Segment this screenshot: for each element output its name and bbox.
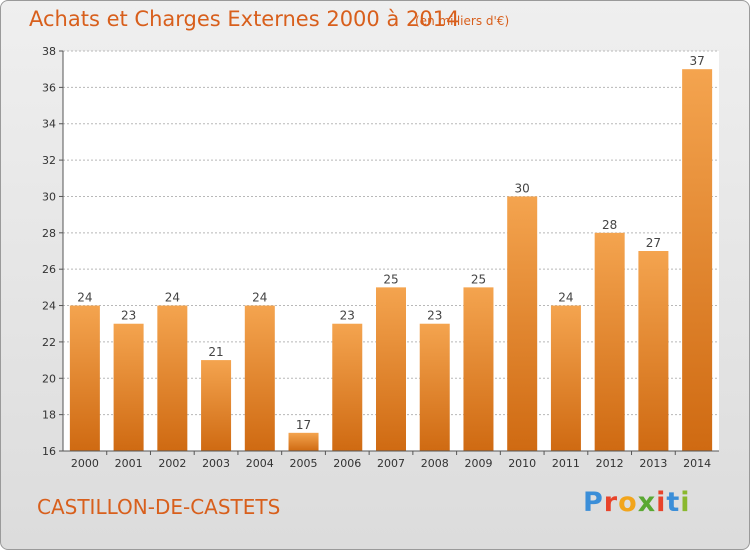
chart-subtitle: (en milliers d'€) (415, 14, 510, 28)
data-label: 23 (340, 309, 355, 323)
y-tick-label: 26 (42, 263, 56, 276)
data-label: 24 (558, 291, 573, 305)
bar-2013 (638, 251, 669, 451)
bar-2000 (69, 305, 100, 451)
x-tick-label: 2010 (508, 457, 536, 470)
bar-2008 (419, 323, 450, 451)
bar-2009 (463, 287, 494, 451)
y-tick-label: 20 (42, 372, 56, 385)
logo-letter: t (666, 487, 681, 518)
chart-title: Achats et Charges Externes 2000 à 2014 (29, 7, 460, 31)
data-label: 27 (646, 236, 661, 250)
x-tick-label: 2012 (596, 457, 624, 470)
x-tick-label: 2007 (377, 457, 405, 470)
bar-2005 (288, 432, 319, 451)
data-label: 24 (252, 291, 267, 305)
x-tick-label: 2001 (115, 457, 143, 470)
x-tick-label: 2014 (683, 457, 711, 470)
y-tick-label: 18 (42, 409, 56, 422)
logo-letter: r (603, 487, 619, 518)
bars: 24 23 24 21 24 17 23 25 23 25 30 24 28 27 37 (69, 54, 713, 451)
proxiti-logo: Proxiti (583, 487, 691, 518)
logo-letter: x (637, 487, 657, 518)
data-label: 25 (471, 272, 486, 286)
x-tick-label: 2011 (552, 457, 580, 470)
data-label: 23 (427, 309, 442, 323)
y-tick-label: 22 (42, 336, 56, 349)
bar-2014 (682, 69, 713, 451)
data-label: 24 (165, 291, 180, 305)
data-label: 17 (296, 418, 311, 432)
x-tick-label: 2013 (639, 457, 667, 470)
y-tick-label: 30 (42, 190, 56, 203)
x-tick-label: 2000 (71, 457, 99, 470)
bar-2012 (594, 232, 625, 451)
data-label: 37 (689, 54, 704, 68)
data-label: 21 (208, 345, 223, 359)
data-label: 25 (383, 272, 398, 286)
bar-2004 (244, 305, 275, 451)
bar-2010 (507, 196, 538, 451)
x-tick-label: 2002 (158, 457, 186, 470)
y-tick-label: 16 (42, 445, 56, 458)
y-tick-label: 38 (42, 45, 56, 58)
x-tick-label: 2005 (290, 457, 318, 470)
x-tick-label: 2009 (464, 457, 492, 470)
data-label: 28 (602, 218, 617, 232)
y-tick-label: 32 (42, 154, 56, 167)
x-tick-label: 2006 (333, 457, 361, 470)
bar-2006 (332, 323, 363, 451)
y-tick-label: 28 (42, 227, 56, 240)
logo-letter: i (656, 487, 667, 518)
logo-letter: P (583, 487, 604, 518)
x-tick-label: 2004 (246, 457, 274, 470)
y-tick-label: 24 (42, 300, 56, 313)
x-tick-label: 2003 (202, 457, 230, 470)
bar-2003 (201, 360, 232, 451)
bar-2007 (376, 287, 406, 451)
bar-2011 (550, 305, 581, 451)
data-label: 30 (515, 181, 530, 195)
axes: 16 18 20 22 24 26 28 30 32 34 36 38 2000 2001 2002 2003… (42, 45, 719, 470)
data-label: 24 (77, 291, 92, 305)
data-label: 23 (121, 309, 136, 323)
logo-letter: i (680, 487, 691, 518)
y-tick-label: 36 (42, 81, 56, 94)
commune-name: CASTILLON-DE-CASTETS (37, 495, 281, 519)
bar-2001 (113, 323, 144, 451)
y-tick-label: 34 (42, 118, 56, 131)
x-tick-label: 2008 (421, 457, 449, 470)
bar-2002 (157, 305, 188, 451)
logo-letter: o (618, 487, 638, 518)
